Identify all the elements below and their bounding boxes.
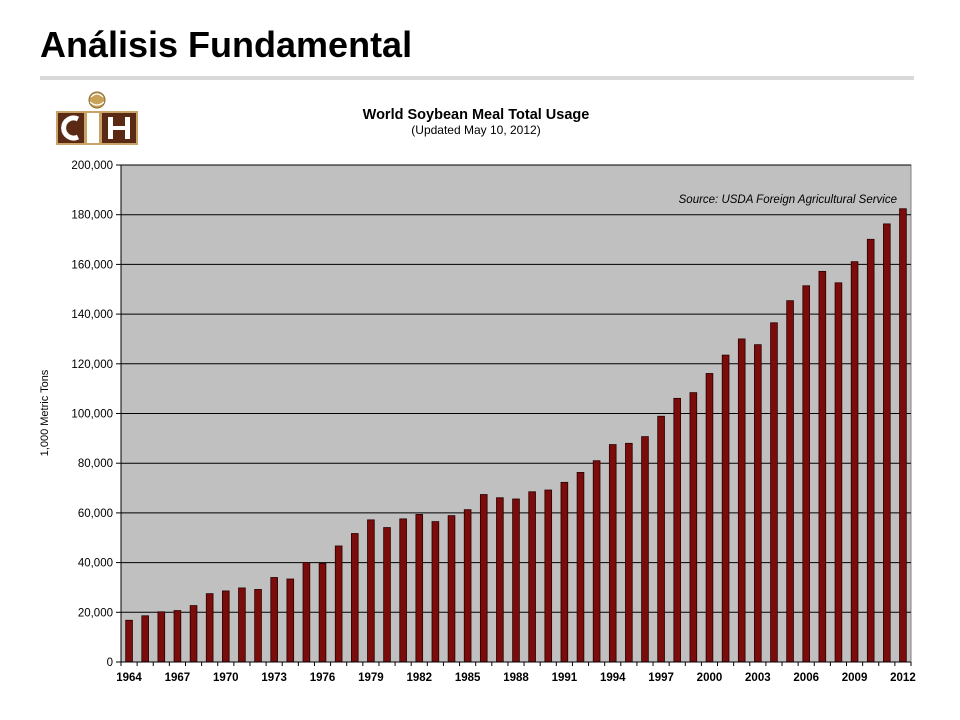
chart-subtitle: (Updated May 10, 2012): [411, 123, 540, 137]
bar-1998: [673, 397, 682, 663]
bar-1979: [367, 519, 375, 663]
y-tick-label: 200,000: [71, 160, 113, 172]
bar-1965: [141, 615, 149, 663]
x-tick-label: 1994: [600, 672, 626, 684]
y-tick-label: 120,000: [71, 359, 113, 371]
bar-1975: [302, 562, 311, 663]
bar-1985: [463, 509, 472, 663]
x-tick-label: 1988: [503, 672, 529, 684]
x-tick-label: 2003: [745, 672, 771, 684]
x-tick-label: 1967: [165, 672, 191, 684]
bar-1987: [496, 497, 504, 663]
x-tick-label: 1970: [213, 672, 239, 684]
x-tick-label: 1982: [406, 672, 432, 684]
y-tick-label: 140,000: [71, 309, 113, 321]
bar-2004: [770, 322, 778, 663]
bar-1996: [641, 436, 649, 663]
slide-title: Análisis Fundamental: [40, 24, 413, 65]
bar-1983: [431, 521, 440, 663]
bar-2012: [899, 208, 907, 663]
chart-title: World Soybean Meal Total Usage: [363, 107, 590, 123]
y-tick-label: 20,000: [78, 607, 113, 619]
bar-1967: [173, 610, 182, 663]
y-tick-label: 80,000: [78, 458, 113, 470]
bar-1970: [222, 590, 230, 663]
bar-2000: [705, 373, 714, 663]
bar-1968: [189, 605, 198, 663]
x-tick-label: 2000: [697, 672, 723, 684]
x-axis-ticks: 1964 1967 1970 1973 1976 1979 1982 1985 1988 1991…: [116, 662, 916, 684]
y-tick-label: 60,000: [78, 508, 113, 520]
bar-2011: [883, 223, 891, 663]
bar-1981: [399, 518, 407, 663]
bar-1964: [125, 619, 133, 663]
source-note: Source: USDA Foreign Agricultural Servic…: [679, 194, 897, 206]
x-tick-label: 2012: [890, 672, 916, 684]
bar-1972: [254, 589, 262, 663]
bar-1984: [447, 515, 456, 663]
bar-1993: [592, 460, 601, 663]
title-divider: [40, 76, 914, 80]
bar-1980: [383, 527, 391, 663]
bar-1976: [318, 562, 327, 663]
bar-1978: [350, 533, 359, 663]
bar-1990: [544, 489, 553, 663]
x-tick-label: 2009: [842, 672, 868, 684]
y-axis-label: 1,000 Metric Tons: [39, 369, 51, 456]
cih-logo: [56, 89, 138, 145]
x-tick-label: 1976: [310, 672, 336, 684]
bar-2002: [737, 338, 746, 663]
x-tick-label: 1985: [455, 672, 481, 684]
bar-1973: [270, 577, 278, 663]
bar-1997: [657, 415, 665, 663]
y-tick-label: 40,000: [78, 558, 113, 570]
bar-1971: [238, 587, 246, 663]
x-tick-label: 1964: [116, 672, 142, 684]
bar-2009: [850, 261, 859, 663]
bar-2007: [818, 270, 827, 663]
x-tick-label: 1979: [358, 672, 384, 684]
bar-2001: [721, 354, 730, 663]
bar-1974: [286, 578, 295, 663]
y-tick-label: 100,000: [71, 409, 113, 421]
bar-1966: [157, 611, 166, 663]
bar-2003: [754, 344, 762, 663]
x-tick-label: 1991: [552, 672, 578, 684]
bar-2010: [866, 238, 875, 663]
bar-1988: [512, 498, 520, 663]
bar-1989: [528, 491, 536, 663]
y-tick-label: 180,000: [71, 210, 113, 222]
bars: [125, 208, 907, 663]
bar-2005: [786, 300, 794, 663]
bar-1992: [576, 471, 585, 663]
bar-2006: [802, 285, 810, 663]
bar-1999: [689, 392, 698, 663]
bar-1994: [608, 444, 617, 663]
bar-1995: [625, 442, 633, 663]
y-axis-ticks: 0 20,000 40,000 60,000 80,000 100,000 120,000 1…: [71, 160, 911, 669]
x-tick-label: 1973: [261, 672, 287, 684]
bar-2008: [834, 282, 843, 663]
bar-1991: [560, 481, 569, 663]
bar-1986: [479, 494, 488, 663]
y-tick-label: 160,000: [71, 259, 113, 271]
x-tick-label: 1997: [648, 672, 674, 684]
x-tick-label: 2006: [793, 672, 819, 684]
bar-1977: [334, 545, 343, 663]
bar-1982: [415, 513, 424, 663]
bar-1969: [205, 593, 214, 663]
y-tick-label: 0: [107, 657, 113, 669]
